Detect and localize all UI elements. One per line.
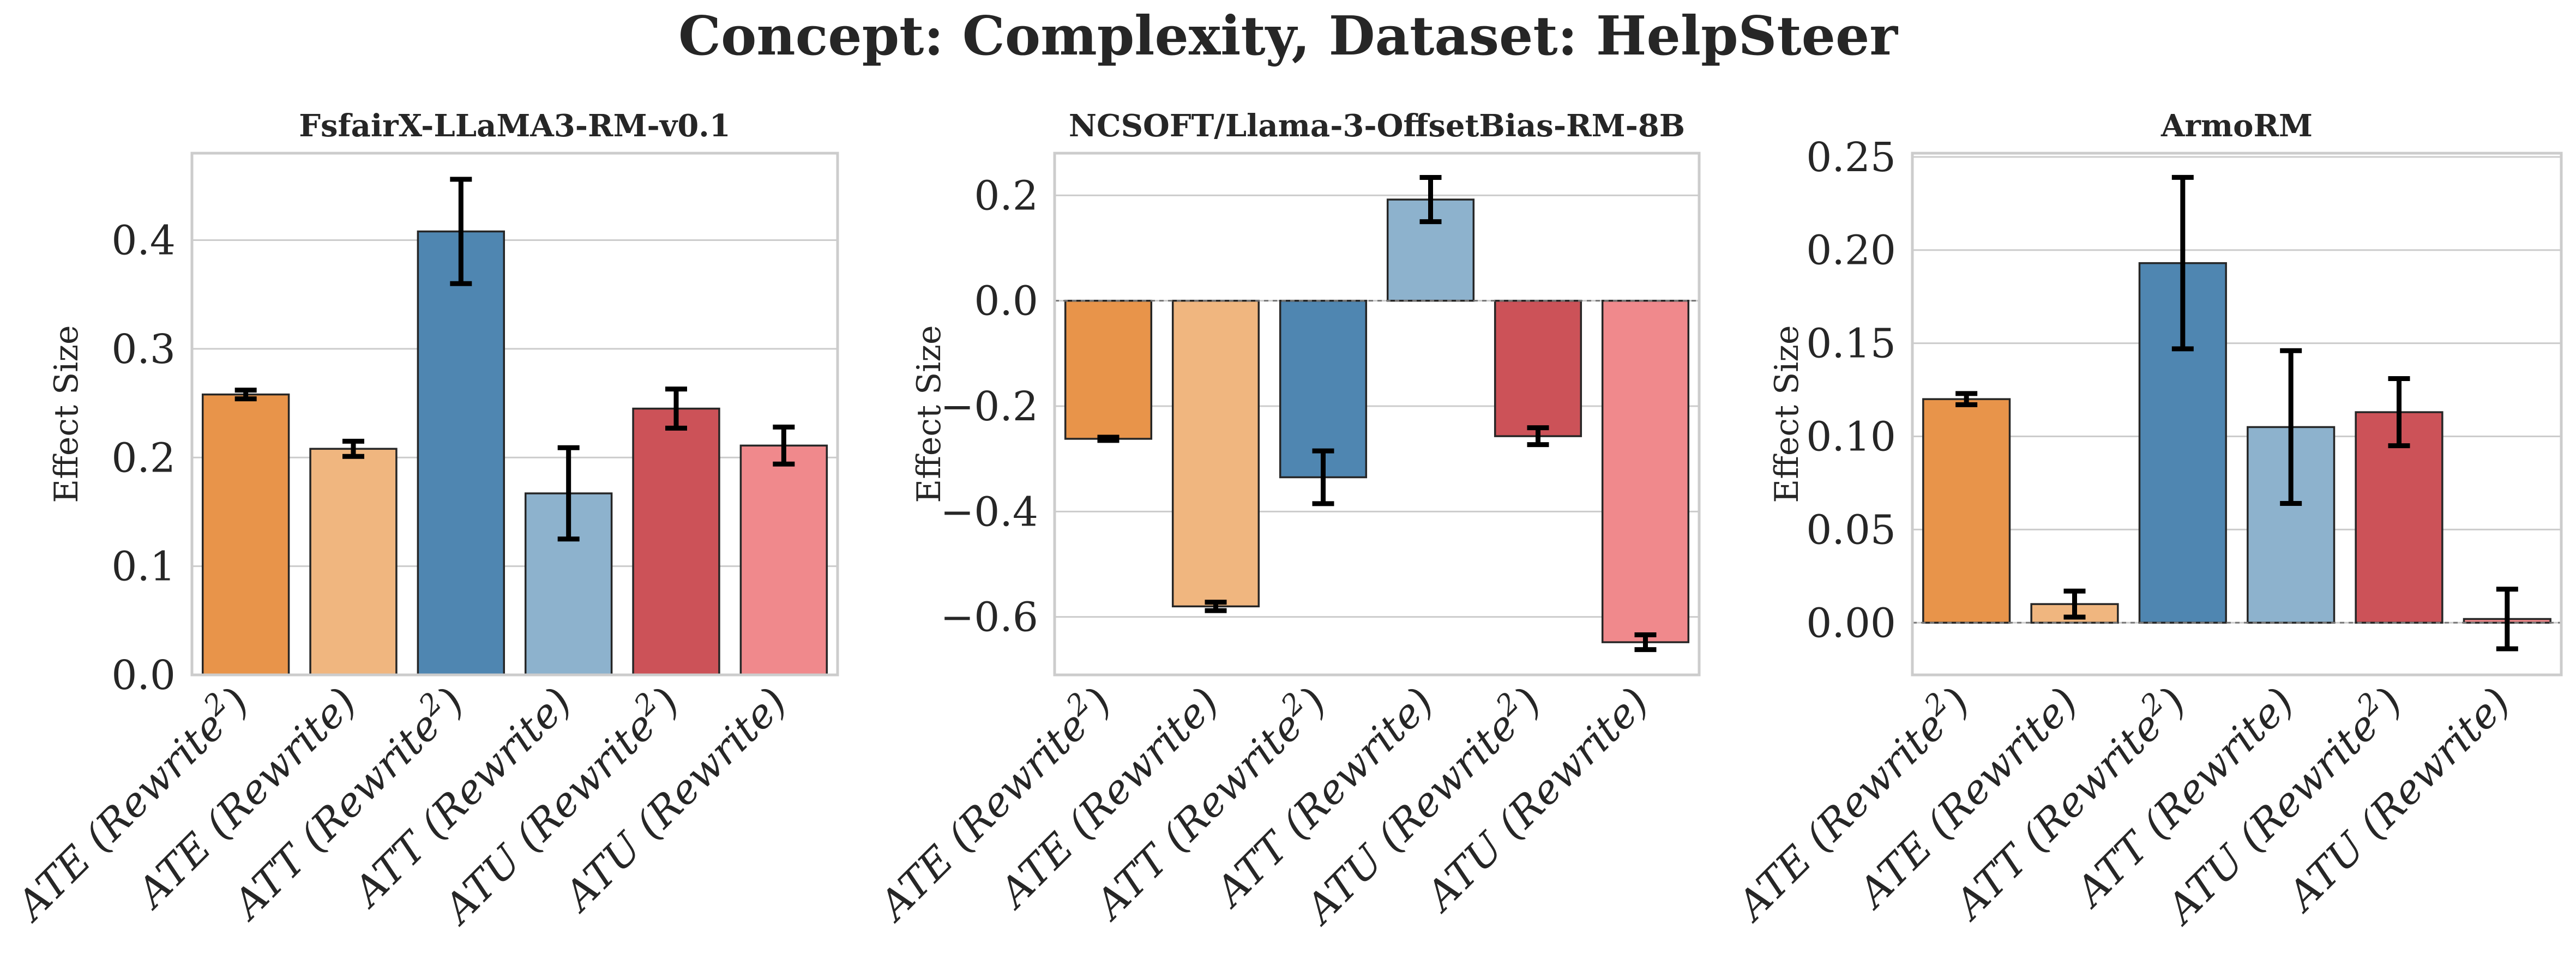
error-bar-4 <box>557 445 580 542</box>
y-tick-label: 0.1 <box>111 544 176 590</box>
panel-3: 0.00 0.05 0.10 0.15 0.20 0.25 Effect Size ArmoR… <box>1726 108 2563 934</box>
y-axis-label: Effect Size <box>1768 325 1806 503</box>
error-bar-6 <box>1634 632 1657 653</box>
panel-2: −0.6 −0.4 −0.2 0.0 0.2 Effect Size NCSOFT/Llam… <box>868 108 1701 934</box>
y-tick-label: 0.20 <box>1806 227 1896 274</box>
y-tick-label: −0.2 <box>940 383 1038 430</box>
error-bar-5 <box>2388 376 2410 449</box>
y-tick-label: 0.3 <box>111 326 176 373</box>
axes-frame <box>190 152 839 677</box>
bar-1 <box>201 393 290 676</box>
error-bar-2 <box>342 438 364 459</box>
bar-3 <box>417 230 505 676</box>
panel-title: NCSOFT/Llama-3-OffsetBias-RM-8B <box>1069 108 1685 144</box>
figure-title: Concept: Complexity, Dataset: HelpSteer <box>678 5 1898 68</box>
bar-2 <box>309 448 398 676</box>
y-tick-label: −0.6 <box>940 594 1038 641</box>
bar-5 <box>1494 299 1582 437</box>
error-bar-1 <box>234 388 257 402</box>
panels: 0.0 0.1 0.2 0.3 0.4 Effect Size FsfairX-LLaMA3… <box>6 108 2563 934</box>
y-tick-label: 0.25 <box>1806 134 1896 181</box>
error-bar-3 <box>450 177 472 286</box>
error-bar-1 <box>1955 391 1978 407</box>
y-tick-label: 0.05 <box>1806 506 1896 553</box>
panel-title: FsfairX-LLaMA3-RM-v0.1 <box>299 108 731 144</box>
bar-3 <box>2138 262 2227 624</box>
bar-1 <box>1922 398 2011 624</box>
error-bar-2 <box>1205 600 1227 613</box>
bar-6 <box>739 444 828 676</box>
bar-1 <box>1064 299 1153 440</box>
y-tick-label: 0.15 <box>1806 321 1896 367</box>
y-axis-label: Effect Size <box>910 325 948 503</box>
bar-5 <box>632 407 720 676</box>
y-tick-label: 0.2 <box>111 434 176 481</box>
panel-title: ArmoRM <box>2160 108 2313 144</box>
panel-1: 0.0 0.1 0.2 0.3 0.4 Effect Size FsfairX-LLaMA3… <box>6 108 839 934</box>
error-bar-1 <box>1097 434 1120 443</box>
axes-frame <box>1053 152 1701 677</box>
error-bar-4 <box>1419 174 1442 225</box>
y-tick-label: 0.10 <box>1806 414 1896 461</box>
y-tick-label: 0.2 <box>974 172 1038 219</box>
bar-3 <box>1279 299 1368 479</box>
error-bar-6 <box>773 424 795 467</box>
error-bar-3 <box>1312 448 1334 506</box>
y-axis-label: Effect Size <box>47 325 86 503</box>
error-bar-6 <box>2496 587 2518 651</box>
y-tick-label: 0.00 <box>1806 600 1896 647</box>
y-tick-label: 0.4 <box>111 218 176 264</box>
y-tick-label: 0.0 <box>111 652 176 699</box>
bar-2 <box>1171 299 1260 608</box>
axes-frame <box>1911 152 2563 677</box>
error-bar-5 <box>665 387 687 431</box>
error-bar-4 <box>2280 348 2302 506</box>
bar-6 <box>1601 299 1690 643</box>
y-tick-label: −0.4 <box>940 488 1038 535</box>
error-bar-5 <box>1527 425 1549 448</box>
error-bar-2 <box>2063 588 2086 620</box>
y-tick-label: 0.0 <box>974 278 1038 325</box>
error-bar-3 <box>2171 174 2194 352</box>
